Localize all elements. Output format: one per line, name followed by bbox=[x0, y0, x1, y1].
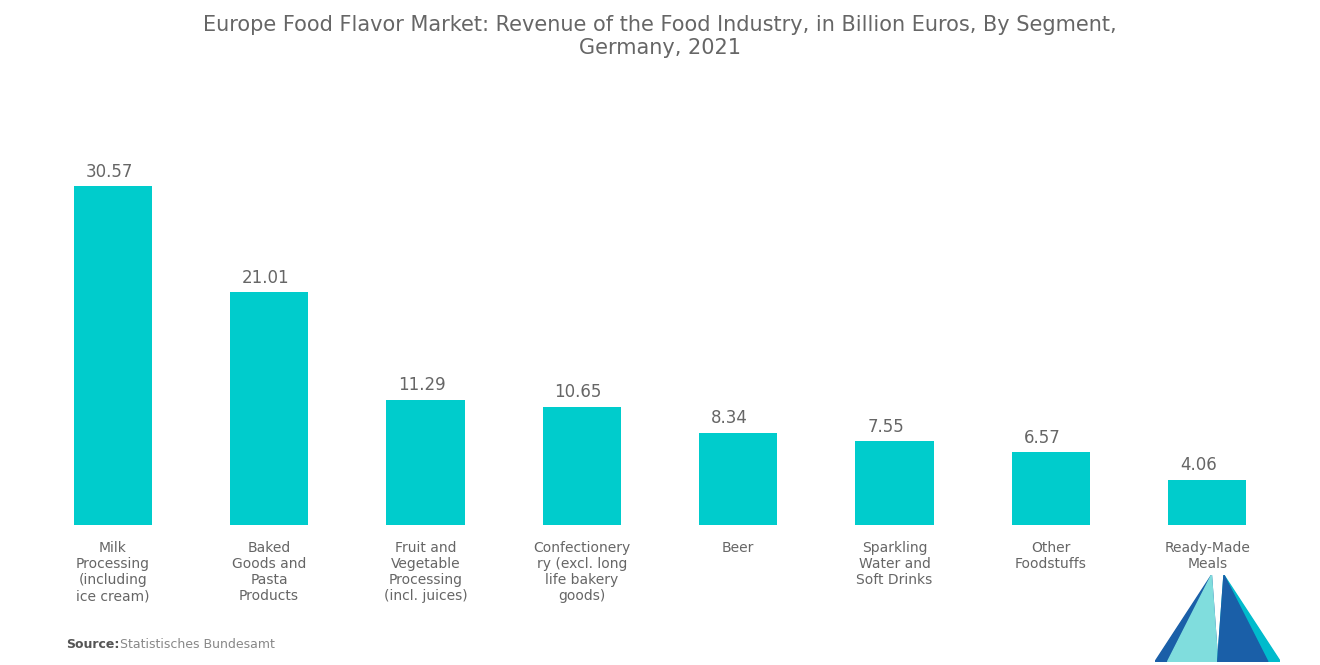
Bar bbox=[74, 186, 152, 525]
Polygon shape bbox=[1167, 575, 1217, 662]
Text: 10.65: 10.65 bbox=[554, 384, 602, 402]
Bar bbox=[230, 292, 308, 525]
Bar bbox=[1012, 452, 1090, 525]
Text: 21.01: 21.01 bbox=[242, 269, 289, 287]
Text: 7.55: 7.55 bbox=[867, 418, 904, 436]
Text: 11.29: 11.29 bbox=[399, 376, 446, 394]
Bar bbox=[543, 407, 620, 525]
Text: Source:: Source: bbox=[66, 638, 119, 652]
Text: 6.57: 6.57 bbox=[1023, 429, 1060, 447]
Polygon shape bbox=[1155, 575, 1217, 662]
Bar bbox=[700, 432, 777, 525]
Text: 30.57: 30.57 bbox=[86, 163, 133, 181]
Bar bbox=[855, 442, 933, 525]
Polygon shape bbox=[1217, 575, 1267, 662]
Text: 4.06: 4.06 bbox=[1180, 456, 1217, 474]
Polygon shape bbox=[1217, 575, 1280, 662]
Text: Statistisches Bundesamt: Statistisches Bundesamt bbox=[112, 638, 275, 652]
Bar bbox=[387, 400, 465, 525]
Text: 8.34: 8.34 bbox=[710, 409, 747, 427]
Title: Europe Food Flavor Market: Revenue of the Food Industry, in Billion Euros, By Se: Europe Food Flavor Market: Revenue of th… bbox=[203, 15, 1117, 59]
Bar bbox=[1168, 480, 1246, 525]
